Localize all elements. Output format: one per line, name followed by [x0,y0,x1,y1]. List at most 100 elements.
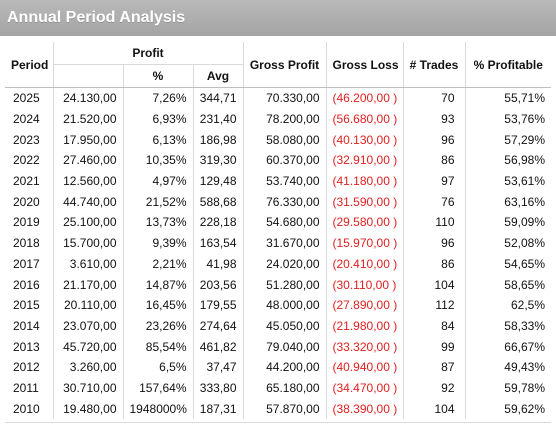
cell-period: 2013 [5,336,54,357]
cell-trades: 104 [403,274,466,295]
window-title: Annual Period Analysis [0,0,556,36]
cell-pct-profitable: 58,65% [504,277,545,292]
cell-pct-profitable: 55,71% [504,91,545,106]
table-row[interactable]: 2016 21.170,00 14,87% 203,56 51.280,00 (30.11… [5,274,551,295]
table-row[interactable]: 2011 30.710,00 157,64% 333,80 65.180,00 (34.4… [5,377,551,399]
cell-pct: 6,13% [123,129,194,151]
cell-period: 2024 [5,108,54,130]
cell-gross-loss: (40.130,00 ) [326,129,404,151]
cell-period: 2014 [5,315,54,337]
cell-gross-profit: 70.330,00 [243,87,327,109]
cell-pct: 13,73% [123,212,194,233]
table-row[interactable]: 2015 20.110,00 16,45% 179,55 48.000,00 (27.89… [5,294,551,316]
cell-pct: 85,54% [123,336,194,357]
cell-avg: 187,31 [193,398,244,419]
cell-period: 2012 [5,356,54,378]
cell-gross-profit: 79.040,00 [243,336,327,357]
cell-pct-profitable: 62,5% [510,298,545,313]
cell-pct: 6,93% [123,108,194,130]
cell-avg: 163,54 [193,232,244,254]
table-row[interactable]: 2014 23.070,00 23,26% 274,64 45.050,00 (21.98… [5,315,551,337]
cell-pct-profitable: 58,33% [504,318,545,333]
table-row[interactable]: 2025 24.130,00 7,26% 344,71 70.330,00 (46.200… [5,87,551,109]
table-row[interactable]: 2022 27.460,00 10,35% 319,30 60.370,00 (32.91… [5,150,551,171]
table-row[interactable]: 2017 3.610,00 2,21% 41,98 24.020,00 (20.410,0… [5,253,551,275]
cell-gross-loss: (32.910,00 ) [326,150,404,171]
cell-gross-profit: 44.200,00 [243,356,327,378]
header-trades[interactable]: # Trades [403,42,466,88]
cell-gross-profit: 60.370,00 [243,150,327,171]
cell-trades: 112 [403,294,466,316]
header-profit[interactable]: Profit [53,42,244,65]
cell-gross-loss: (41.180,00 ) [326,170,404,192]
table-row[interactable]: 2013 45.720,00 85,54% 461,82 79.040,00 (33.32… [5,336,551,357]
header-pct-profitable[interactable]: % Profitable [465,42,551,88]
header-period[interactable]: Period [5,42,54,88]
cell-pct-profitable: 59,78% [504,380,545,395]
cell-profit: 19.480,00 [53,398,124,419]
cell-trades: 86 [403,253,466,275]
cell-pct-profitable: 56,98% [504,153,545,168]
cell-profit: 27.460,00 [53,150,124,171]
cell-period: 2011 [5,377,54,399]
cell-profit: 3.610,00 [53,253,124,275]
cell-trades: 92 [403,377,466,399]
header-gross-loss[interactable]: Gross Loss [326,42,404,88]
cell-gross-profit: 31.670,00 [243,232,327,254]
cell-period: 2022 [5,150,54,171]
cell-avg: 461,82 [193,336,244,357]
cell-pct: 10,35% [123,150,194,171]
cell-pct: 9,39% [123,232,194,254]
cell-gross-loss: (20.410,00 ) [326,253,404,275]
cell-pct: 157,64% [123,377,194,399]
cell-pct: 14,87% [123,274,194,295]
cell-trades: 104 [403,398,466,419]
cell-gross-loss: (29.580,00 ) [326,212,404,233]
cell-trades: 76 [403,191,466,213]
cell-gross-profit: 48.000,00 [243,294,327,316]
cell-profit: 45.720,00 [53,336,124,357]
table-row[interactable]: 2023 17.950,00 6,13% 186,98 58.080,00 (40.130… [5,129,551,151]
cell-pct-profitable: 53,61% [504,174,545,189]
cell-pct-profitable: 63,16% [504,194,545,209]
cell-pct: 23,26% [123,315,194,337]
cell-pct: 1948000% [123,398,194,419]
cell-profit: 30.710,00 [53,377,124,399]
table-row[interactable]: 2012 3.260,00 6,5% 37,47 44.200,00 (40.940,00… [5,356,551,378]
table-body: 2025 24.130,00 7,26% 344,71 70.330,00 (46.200… [5,87,551,419]
cell-pct-profitable: 57,29% [504,132,545,147]
cell-pct-profitable: 66,67% [504,339,545,354]
cell-trades: 96 [403,129,466,151]
header-avg[interactable]: Avg [193,64,244,88]
cell-trades: 96 [403,232,466,254]
table-row[interactable]: 2021 12.560,00 4,97% 129,48 53.740,00 (41.180… [5,170,551,192]
cell-gross-loss: (15.970,00 ) [326,232,404,254]
cell-period: 2021 [5,170,54,192]
table-row[interactable]: 2018 15.700,00 9,39% 163,54 31.670,00 (15.970… [5,232,551,254]
table-row[interactable]: 2020 44.740,00 21,52% 588,68 76.330,00 (31.59… [5,191,551,213]
cell-trades: 84 [403,315,466,337]
table-row[interactable]: 2024 21.520,00 6,93% 231,40 78.200,00 (56.680… [5,108,551,130]
cell-gross-profit: 51.280,00 [243,274,327,295]
cell-profit: 17.950,00 [53,129,124,151]
cell-period: 2018 [5,232,54,254]
header-pct[interactable]: % [123,64,194,88]
cell-avg: 129,48 [193,170,244,192]
cell-pct-profitable: 49,43% [504,360,545,375]
table-row[interactable]: 2019 25.100,00 13,73% 228,18 54.680,00 (29.58… [5,212,551,233]
cell-avg: 344,71 [193,87,244,109]
cell-gross-loss: (38.390,00 ) [326,398,404,419]
cell-gross-profit: 45.050,00 [243,315,327,337]
cell-gross-loss: (30.110,00 ) [326,274,404,295]
cell-profit: 23.070,00 [53,315,124,337]
header-gross-profit[interactable]: Gross Profit [243,42,327,88]
cell-profit: 44.740,00 [53,191,124,213]
table-row[interactable]: 2010 19.480,00 1948000% 187,31 57.870,00 (38.… [5,398,551,419]
cell-avg: 319,30 [193,150,244,171]
cell-pct: 6,5% [123,356,194,378]
cell-gross-loss: (56.680,00 ) [326,108,404,130]
cell-avg: 588,68 [193,191,244,213]
annual-period-table: Period Profit Gross Profit Gross Loss # … [5,42,551,419]
cell-period: 2020 [5,191,54,213]
cell-gross-profit: 53.740,00 [243,170,327,192]
